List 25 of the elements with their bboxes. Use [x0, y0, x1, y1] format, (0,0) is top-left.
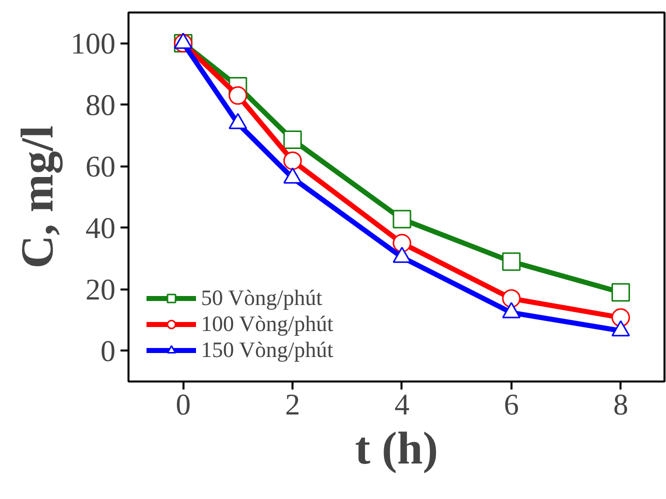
- x-tick-label: 6: [504, 388, 519, 422]
- point: [502, 252, 521, 271]
- x-axis-title: t (h): [354, 422, 438, 474]
- point: [228, 86, 248, 105]
- legend-label: 150 Vòng/phút: [201, 337, 334, 363]
- point: [502, 289, 521, 308]
- point: [392, 210, 412, 228]
- legend-label: 50 Vòng/phút: [201, 285, 322, 311]
- x-tick-label: 4: [394, 388, 410, 422]
- y-axis-title: C, mg/l: [12, 125, 64, 269]
- point: [283, 130, 302, 150]
- point: [392, 234, 412, 252]
- y-tick-label: 0: [100, 334, 116, 368]
- y-tick-label: 100: [70, 27, 116, 60]
- y-tick-label: 40: [86, 212, 116, 245]
- y-tick-label: 80: [86, 88, 116, 122]
- point: [611, 308, 630, 327]
- x-tick-label: 0: [176, 388, 191, 422]
- x-tick-label: 8: [613, 388, 628, 422]
- legend-label: 100 Vòng/phút: [201, 311, 334, 337]
- y-tick-label: 60: [86, 150, 116, 184]
- point: [611, 283, 630, 302]
- y-tick-label: 20: [86, 273, 116, 306]
- x-tick-label: 2: [285, 388, 300, 422]
- point: [283, 151, 302, 170]
